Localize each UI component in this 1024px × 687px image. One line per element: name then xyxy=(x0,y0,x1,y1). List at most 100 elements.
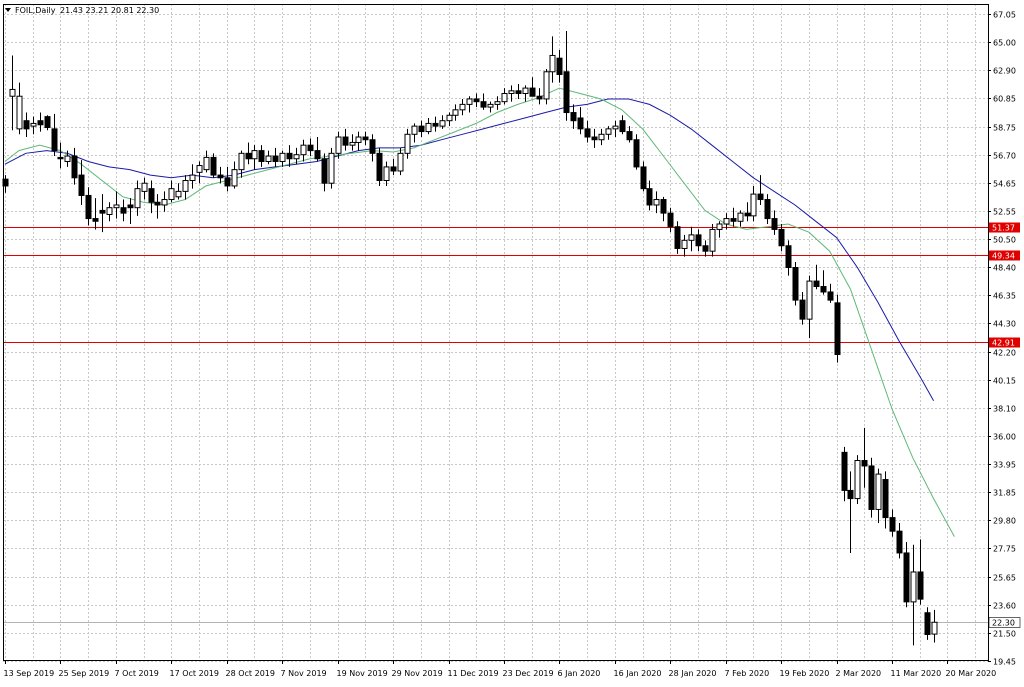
x-tick-label: 11 Mar 2020 xyxy=(891,669,942,678)
candle-body xyxy=(9,88,16,97)
level-label-bg xyxy=(989,222,1020,233)
candle xyxy=(501,88,508,105)
candle-body xyxy=(272,155,279,162)
candle xyxy=(709,224,716,257)
candle-body xyxy=(820,286,827,293)
candle xyxy=(820,270,827,295)
candle-body xyxy=(612,125,619,130)
candle-body xyxy=(889,517,896,532)
candle-body xyxy=(37,120,44,126)
candle xyxy=(175,183,182,200)
candle-body xyxy=(16,95,23,130)
x-tick-label: 25 Sep 2019 xyxy=(59,669,110,678)
candle xyxy=(446,112,453,127)
candle-body xyxy=(251,150,258,160)
candle xyxy=(508,85,515,102)
candle-body xyxy=(771,218,778,230)
candle xyxy=(764,194,771,225)
candle xyxy=(619,115,626,135)
candle-body xyxy=(910,571,917,603)
ma-slow-line xyxy=(4,98,935,401)
candle-body xyxy=(882,479,889,519)
candle-body xyxy=(397,152,404,172)
candle-body xyxy=(841,451,848,491)
candle-body xyxy=(168,188,175,201)
candle-body xyxy=(99,209,106,214)
candle-body xyxy=(487,103,494,108)
candle-body xyxy=(224,177,231,187)
candle-body xyxy=(71,155,78,179)
candle xyxy=(473,93,480,108)
candle-body xyxy=(161,199,168,206)
candle-body xyxy=(501,93,508,103)
candle xyxy=(633,134,640,170)
candle-body xyxy=(640,166,647,190)
candle-body xyxy=(744,212,751,217)
candle-body xyxy=(674,226,681,249)
candle xyxy=(834,294,841,363)
candle-body xyxy=(57,156,64,160)
candle xyxy=(154,194,161,219)
x-tick-label: 29 Nov 2019 xyxy=(392,669,443,678)
candle xyxy=(452,104,459,121)
candle-body xyxy=(917,571,924,600)
candle-body xyxy=(189,174,196,182)
y-tick-label: 27.75 xyxy=(993,545,1016,554)
candle-body xyxy=(238,152,245,171)
candle xyxy=(854,455,861,505)
x-tick-label: 19 Feb 2020 xyxy=(780,669,830,678)
candle xyxy=(806,275,813,339)
candle-body xyxy=(896,530,903,554)
y-tick-label: 50.50 xyxy=(993,236,1016,245)
candle xyxy=(875,468,882,524)
candle xyxy=(92,198,99,230)
candle xyxy=(702,240,709,257)
symbol-label: FOIL,Daily xyxy=(15,6,56,15)
candle-body xyxy=(231,169,238,187)
candle-body xyxy=(660,199,667,214)
candle xyxy=(418,120,425,138)
candle-body xyxy=(522,87,529,95)
candle-body xyxy=(286,152,293,160)
candle-body xyxy=(148,188,155,203)
candle-body xyxy=(605,128,612,135)
candle-body xyxy=(210,156,217,176)
candle xyxy=(390,158,397,176)
candle xyxy=(355,131,362,151)
candle-body xyxy=(300,144,307,156)
candle xyxy=(910,544,917,646)
candle xyxy=(494,96,501,110)
candle-body xyxy=(175,190,182,198)
candle xyxy=(924,607,931,640)
candle-body xyxy=(335,136,342,154)
candle xyxy=(653,191,660,214)
y-tick-label: 48.40 xyxy=(993,264,1016,273)
candle xyxy=(64,150,71,167)
candle xyxy=(882,471,889,529)
candle xyxy=(847,471,854,553)
candle-body xyxy=(23,120,30,130)
x-tick-label: 16 Jan 2020 xyxy=(614,669,662,678)
y-tick-label: 40.15 xyxy=(993,377,1016,386)
candle xyxy=(307,138,314,157)
candle xyxy=(570,104,577,129)
candle-body xyxy=(563,71,570,114)
candle xyxy=(771,210,778,235)
candle xyxy=(335,131,342,159)
candle xyxy=(536,88,543,105)
candle-body xyxy=(799,299,806,320)
chart-frame xyxy=(3,4,989,661)
candle-body xyxy=(425,122,432,133)
candle xyxy=(134,180,141,216)
candle xyxy=(778,224,785,252)
candle-body xyxy=(362,136,369,141)
candle-body xyxy=(709,228,716,252)
candle xyxy=(896,523,903,559)
dropdown-triangle-icon[interactable] xyxy=(5,8,11,12)
candle xyxy=(217,166,224,184)
candle-body xyxy=(203,156,210,171)
candle-body xyxy=(861,460,868,467)
candle xyxy=(397,147,404,176)
